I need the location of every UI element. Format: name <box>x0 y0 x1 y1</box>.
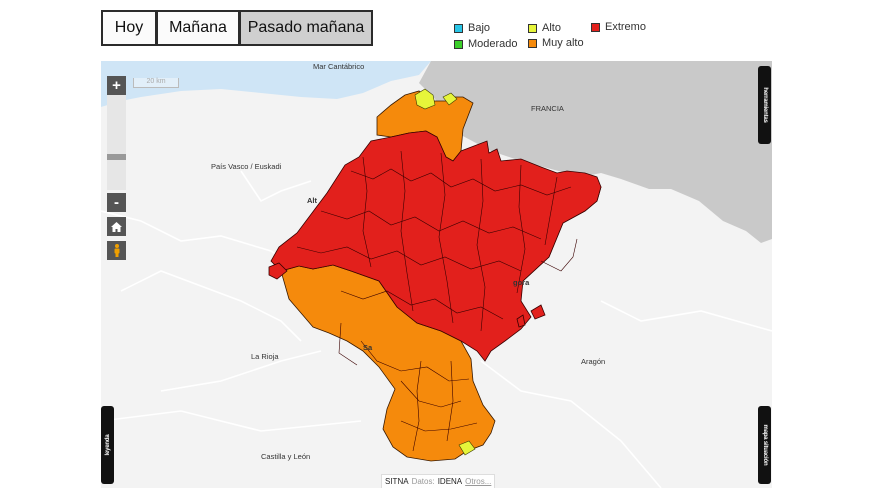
label-mar-cantabrico: Mar Cantábrico <box>313 62 365 71</box>
zoom-slider[interactable] <box>107 95 126 190</box>
region-extremo <box>270 130 602 362</box>
region-alto <box>442 92 458 106</box>
region-alto <box>414 88 436 110</box>
legend-item-bajo: Bajo <box>454 22 490 34</box>
label-sa-partial: Sa <box>363 343 373 352</box>
region-alto <box>458 440 476 456</box>
admin-boundaries <box>101 170 772 488</box>
day-tabs: Hoy Mañana Pasado mañana <box>101 10 373 46</box>
label-pais-vasco: País Vasco / Euskadi <box>211 162 282 171</box>
region-extremo-exclave <box>516 314 526 328</box>
attribution-idena: IDENA <box>437 477 463 486</box>
legend-swatch-moderado <box>454 39 463 49</box>
legend-item-moderado: Moderado <box>454 38 518 50</box>
municipality-borders <box>296 150 578 452</box>
label-aragon: Aragón <box>581 357 606 366</box>
situation-map-tab-label: mapa situación <box>761 424 768 466</box>
legend-tab-label: leyenda <box>104 434 111 456</box>
situation-map-tab[interactable]: mapa situación <box>758 406 771 484</box>
region-extremo-west <box>268 262 288 280</box>
label-alt-partial: Alt <box>307 196 317 205</box>
zoom-out-button[interactable]: - <box>107 193 126 212</box>
attribution-otros-link[interactable]: Otros... <box>465 477 492 486</box>
street-view-icon[interactable] <box>107 241 126 260</box>
label-la-rioja: La Rioja <box>251 352 279 361</box>
legend-swatch-alto <box>528 23 537 33</box>
home-icon[interactable] <box>107 217 126 236</box>
tab-manana[interactable]: Mañana <box>156 10 240 46</box>
tools-tab-label: herramientas <box>761 87 768 123</box>
sea-area <box>101 61 431 107</box>
scale-bar: 20 km <box>133 78 179 88</box>
attribution-datos: Datos: <box>411 477 435 486</box>
tools-tab[interactable]: herramientas <box>758 66 771 144</box>
attribution-source: SITNA <box>385 477 409 486</box>
legend-label: Moderado <box>468 38 518 50</box>
region-extremo-exclave <box>530 304 546 320</box>
map-attribution: SITNA Datos: IDENA Otros... <box>381 474 496 488</box>
legend-item-extremo: Extremo <box>591 21 646 33</box>
legend-label: Alto <box>542 22 561 34</box>
legend-label: Muy alto <box>542 37 584 49</box>
label-castilla-y-leon: Castilla y León <box>261 452 311 461</box>
zoom-in-button[interactable]: + <box>107 76 126 95</box>
legend-item-muy-alto: Muy alto <box>528 37 584 49</box>
france-area <box>419 61 772 243</box>
legend-label: Bajo <box>468 22 491 34</box>
tab-hoy[interactable]: Hoy <box>101 10 157 46</box>
label-gora-partial: gora <box>513 278 530 287</box>
legend-item-alto: Alto <box>528 22 561 34</box>
legend-swatch-extremo <box>591 22 600 32</box>
zoom-slider-handle[interactable] <box>107 154 126 160</box>
legend-label: Extremo <box>605 21 646 33</box>
fire-risk-map[interactable]: Mar Cantábrico FRANCIA País Vasco / Eusk… <box>101 61 772 488</box>
label-francia: FRANCIA <box>531 104 564 113</box>
legend-swatch-muy-alto <box>528 38 537 48</box>
legend-tab[interactable]: leyenda <box>101 406 114 484</box>
tab-pasado-manana[interactable]: Pasado mañana <box>239 10 373 46</box>
legend-swatch-bajo <box>454 23 463 33</box>
map-canvas[interactable] <box>101 61 772 488</box>
